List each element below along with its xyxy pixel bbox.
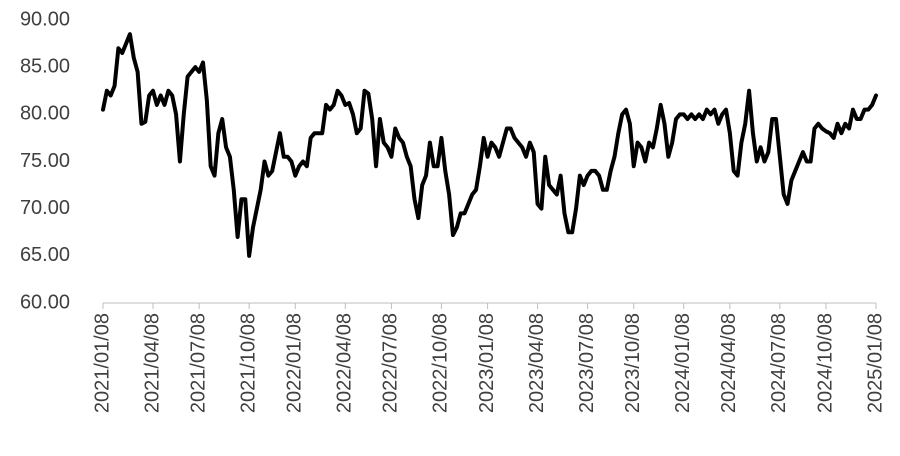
x-tick-label: 2024/01/08 <box>672 313 694 413</box>
x-tick-label: 2021/04/08 <box>141 313 163 413</box>
x-tick-label: 2023/10/08 <box>622 313 644 413</box>
y-tick-label: 70.00 <box>20 197 70 219</box>
y-tick-label: 60.00 <box>20 291 70 313</box>
y-tick-label: 85.00 <box>20 55 70 77</box>
x-tick-label: 2021/10/08 <box>237 313 259 413</box>
x-tick-label: 2024/04/08 <box>718 313 740 413</box>
x-tick-label: 2023/07/08 <box>576 313 598 413</box>
y-tick-label: 80.00 <box>20 103 70 125</box>
x-tick-label: 2023/01/08 <box>476 313 498 413</box>
x-tick-label: 2021/01/08 <box>91 313 113 413</box>
y-tick-label: 75.00 <box>20 150 70 172</box>
x-tick-label: 2024/10/08 <box>814 313 836 413</box>
x-tick-label: 2022/10/08 <box>430 313 452 413</box>
x-tick-label: 2022/01/08 <box>284 313 306 413</box>
x-tick-label: 2021/07/08 <box>187 313 209 413</box>
x-tick-label: 2025/01/08 <box>864 313 886 413</box>
y-tick-label: 65.00 <box>20 244 70 266</box>
line <box>101 32 878 258</box>
x-tick-label: 2023/04/08 <box>526 313 548 413</box>
x-tick-label: 2022/04/08 <box>334 313 356 413</box>
y-tick-label: 90.00 <box>20 8 70 30</box>
x-tick-label: 2022/07/08 <box>380 313 402 413</box>
x-tick-label: 2024/07/08 <box>768 313 790 413</box>
